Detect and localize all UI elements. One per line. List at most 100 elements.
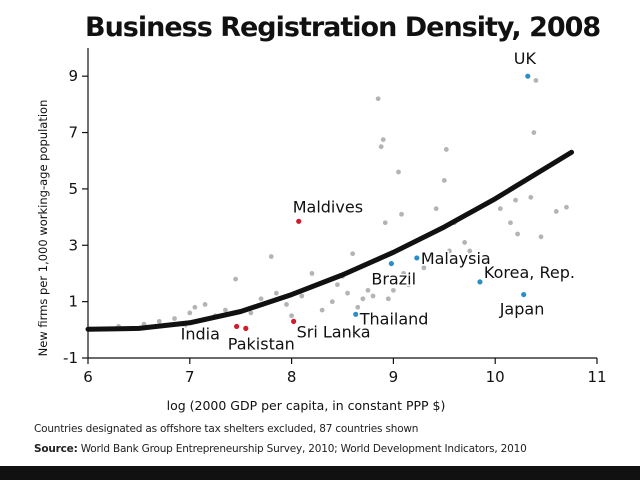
data-point [345,290,350,296]
point-label-india: India [181,324,220,343]
data-point [531,130,537,135]
x-tick-label: 8 [287,368,297,386]
data-point-uk [525,73,531,79]
data-point [399,211,404,217]
data-point [156,318,162,324]
data-point [421,265,427,271]
data-point [372,273,378,279]
data-point-india [234,323,240,330]
data-point [172,316,177,321]
data-point [378,144,384,150]
data-point [329,299,335,305]
data-point [289,313,294,319]
data-point-sri-lanka [291,318,297,324]
data-point [202,302,208,307]
point-label-uk: UK [514,49,537,68]
point-label-sri-lanka: Sri Lanka [297,322,371,341]
data-point [370,293,376,299]
axes: 6 7 8 9 10 11 -1 1 3 5 7 9 [63,48,607,386]
data-point [401,271,406,276]
x-tick-label: 11 [587,368,606,386]
data-point [513,197,518,203]
y-tick-label: 9 [68,67,78,85]
data-point-japan [521,291,527,298]
data-points [116,73,569,332]
data-point-korea-rep [477,279,483,285]
x-tick-label: 6 [83,368,93,386]
point-label-korea-rep: Korea, Rep. [484,263,575,282]
data-point [446,248,452,254]
source-line: Source: World Bank Group Entrepreneurshi… [34,443,527,455]
data-point-malaysia [414,255,420,261]
data-point [396,169,401,175]
data-point [248,310,254,316]
data-point [365,287,371,293]
source-text: World Bank Group Entrepreneurship Survey… [77,443,527,455]
data-point [223,307,228,313]
point-label-brazil: Brazil [371,270,416,289]
data-point [192,304,198,310]
y-tick-label: 5 [68,180,78,198]
data-point-thailand [353,311,359,317]
data-point [564,204,569,210]
data-point [355,304,361,310]
data-point [284,302,289,307]
point-label-maldives: Maldives [293,197,363,216]
bottom-bar [0,466,640,480]
data-point [309,271,315,276]
y-tick-label: 7 [68,124,78,142]
data-point [187,310,193,316]
data-point-pakistan [243,325,249,332]
data-point [497,206,503,212]
data-point [258,296,264,302]
data-point [406,282,412,288]
y-tick-label: 3 [68,236,78,254]
data-point [443,147,449,152]
data-point [233,276,239,282]
data-point [335,282,340,288]
data-point [319,307,325,313]
point-label-pakistan: Pakistan [228,334,295,353]
data-point [515,231,520,237]
data-point [391,287,396,293]
data-point-maldives [296,218,302,224]
x-tick-label: 10 [486,368,505,386]
x-axis-label: log (2000 GDP per capita, in constant PP… [167,398,446,413]
data-point [375,96,381,102]
point-labels: UK Maldives Malaysia Brazil Korea, Rep. Japan… [179,48,576,355]
chart-footnote: Countries designated as offshore tax she… [34,423,419,435]
source-label: Source: [34,443,78,455]
trend-curve-layer [85,149,575,332]
data-point [380,137,386,142]
data-point-brazil [388,260,394,267]
data-point [273,290,279,296]
data-point [268,254,274,259]
point-label-thailand: Thailand [359,309,429,328]
data-point [508,220,513,226]
data-point [441,178,447,183]
y-tick-label: -1 [63,349,78,367]
chart-title: Business Registration Density, 2008 [85,12,601,43]
data-point [472,256,478,262]
data-point [360,296,366,302]
data-point [382,220,388,226]
data-point [350,251,356,257]
data-point [533,78,539,83]
data-point [538,234,544,240]
point-label-japan: Japan [499,300,545,319]
data-point [528,194,534,200]
data-point [433,206,439,212]
data-point [385,296,391,302]
point-label-malaysia: Malaysia [421,249,491,268]
data-point [467,248,473,254]
y-axis-label: New firms per 1,000 working-age populati… [36,100,50,357]
y-tick-label: 1 [68,293,78,311]
x-tick-label: 7 [185,368,195,386]
data-point [521,273,527,279]
data-point [553,209,559,214]
x-tick-label: 9 [389,368,399,386]
data-point [299,293,305,299]
trend-curve [85,149,575,332]
data-point [462,240,468,245]
